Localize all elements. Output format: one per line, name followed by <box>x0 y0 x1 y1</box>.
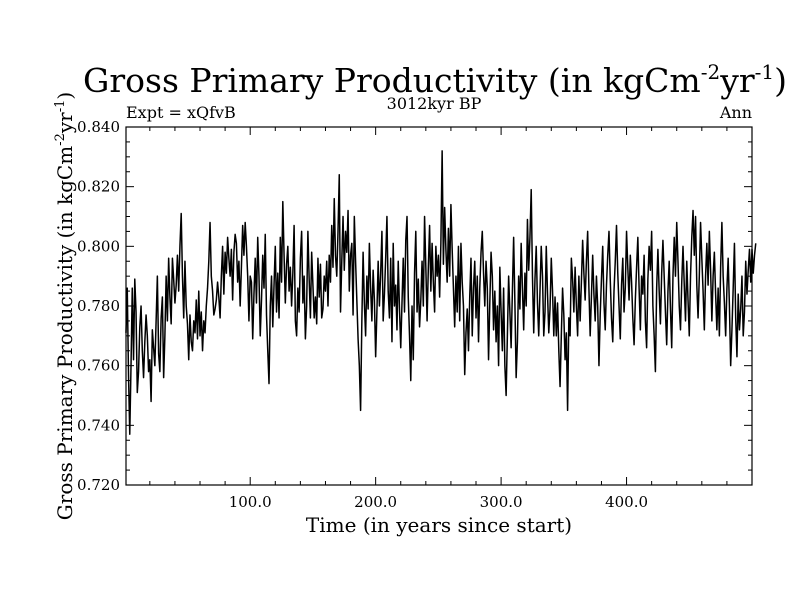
y-tick-label: 0.740 <box>77 416 120 434</box>
y-axis-label-sup1: -2 <box>53 133 68 146</box>
x-axis: 100.0 200.0 300.0 400.0 <box>149 127 728 511</box>
y-axis-label: Gross Primary Productivity (in kgCm-2yr-… <box>53 92 77 520</box>
chart-title: Gross Primary Productivity (in kgCm-2yr-… <box>83 60 787 100</box>
chart-title-main: Gross Primary Productivity (in kgCm <box>83 61 701 100</box>
x-tick-label: 400.0 <box>605 493 648 511</box>
x-tick-label: 200.0 <box>354 493 397 511</box>
y-axis: 0.720 0.740 0.760 0.780 0.800 0.820 0.840 <box>77 118 752 494</box>
y-axis-label-end: ) <box>53 92 77 100</box>
chart-title-sup2: -1 <box>755 60 774 84</box>
period-label: 3012kyr BP <box>387 94 482 113</box>
chart-title-end: ) <box>774 61 787 100</box>
chart-title-sup1: -2 <box>701 60 720 84</box>
y-tick-label: 0.720 <box>77 476 120 494</box>
chart-title-mid: yr <box>719 61 755 100</box>
season-label: Ann <box>719 103 752 122</box>
y-tick-label: 0.840 <box>77 118 120 136</box>
y-tick-label: 0.780 <box>77 297 120 315</box>
experiment-label: Expt = xQfvB <box>126 103 236 122</box>
series-line-gpp <box>125 150 757 436</box>
y-axis-label-main: Gross Primary Productivity (in kgCm <box>53 146 77 520</box>
y-axis-label-sup2: -1 <box>53 100 68 113</box>
x-tick-label: 300.0 <box>480 493 523 511</box>
y-tick-label: 0.800 <box>77 237 120 255</box>
x-axis-label: Time (in years since start) <box>306 513 572 537</box>
y-tick-label: 0.820 <box>77 178 120 196</box>
x-tick-label: 100.0 <box>229 493 272 511</box>
y-tick-label: 0.760 <box>77 357 120 375</box>
y-axis-label-mid: yr <box>53 112 77 134</box>
